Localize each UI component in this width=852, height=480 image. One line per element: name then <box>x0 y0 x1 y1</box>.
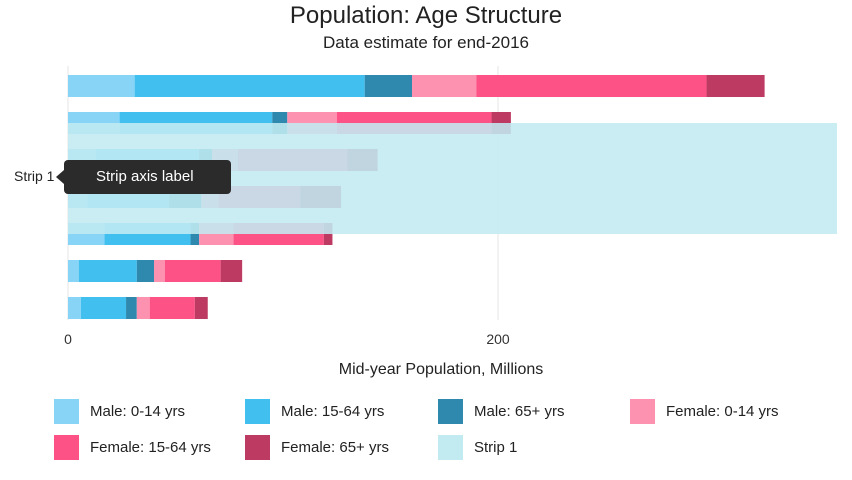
legend-swatch <box>245 398 270 424</box>
bar-segment <box>149 297 195 319</box>
tooltip-arrow <box>56 170 64 184</box>
bar-segment <box>68 297 81 319</box>
strip-tooltip: Strip axis label <box>64 160 231 194</box>
legend-item[interactable]: Male: 0-14 yrs <box>54 397 185 425</box>
bar-segment <box>136 260 154 282</box>
legend-swatch <box>438 434 463 460</box>
bar-segment <box>164 260 221 282</box>
legend-label: Male: 0-14 yrs <box>90 402 186 420</box>
bar-segment <box>134 75 365 97</box>
legend-item[interactable]: Strip 1 <box>438 433 517 461</box>
legend-swatch <box>54 434 79 460</box>
legend-label: Male: 15-64 yrs <box>281 402 385 420</box>
bar-segment <box>220 260 243 282</box>
strip-axis-tag: Strip 1 <box>14 168 55 184</box>
bar-segment <box>154 260 165 282</box>
legend-label: Female: 65+ yrs <box>281 438 389 456</box>
bar-segment <box>78 260 137 282</box>
legend-label: Female: 0-14 yrs <box>666 402 779 420</box>
legend-swatch <box>245 434 270 460</box>
legend-label: Female: 15-64 yrs <box>90 438 211 456</box>
bar-segment <box>194 297 208 319</box>
chart-title: Population: Age Structure <box>289 2 563 29</box>
bar-segment <box>364 75 412 97</box>
legend-swatch <box>54 398 79 424</box>
legend-item[interactable]: Female: 65+ yrs <box>245 433 389 461</box>
x-tick-label: 0 <box>64 331 72 347</box>
bar-segment <box>706 75 765 97</box>
bar-segment <box>80 297 127 319</box>
chart-subtitle: Data estimate for end-2016 <box>322 33 529 52</box>
bar-segment <box>126 297 137 319</box>
legend-swatch <box>630 398 655 424</box>
legend-label: Male: 65+ yrs <box>474 402 565 420</box>
x-axis-title: Mid-year Population, Millions <box>338 361 544 378</box>
legend-item[interactable]: Female: 0-14 yrs <box>630 397 779 425</box>
legend-item[interactable]: Male: 15-64 yrs <box>245 397 384 425</box>
bar-segment <box>476 75 707 97</box>
legend-item[interactable]: Male: 65+ yrs <box>438 397 564 425</box>
bar-segment <box>136 297 150 319</box>
legend-item[interactable]: Female: 15-64 yrs <box>54 433 211 461</box>
bar-segment <box>68 75 135 97</box>
bar-segment <box>412 75 477 97</box>
x-tick-label: 200 <box>486 331 510 347</box>
legend-swatch <box>438 398 463 424</box>
legend-label: Strip 1 <box>474 438 518 456</box>
bar-segment <box>68 260 79 282</box>
